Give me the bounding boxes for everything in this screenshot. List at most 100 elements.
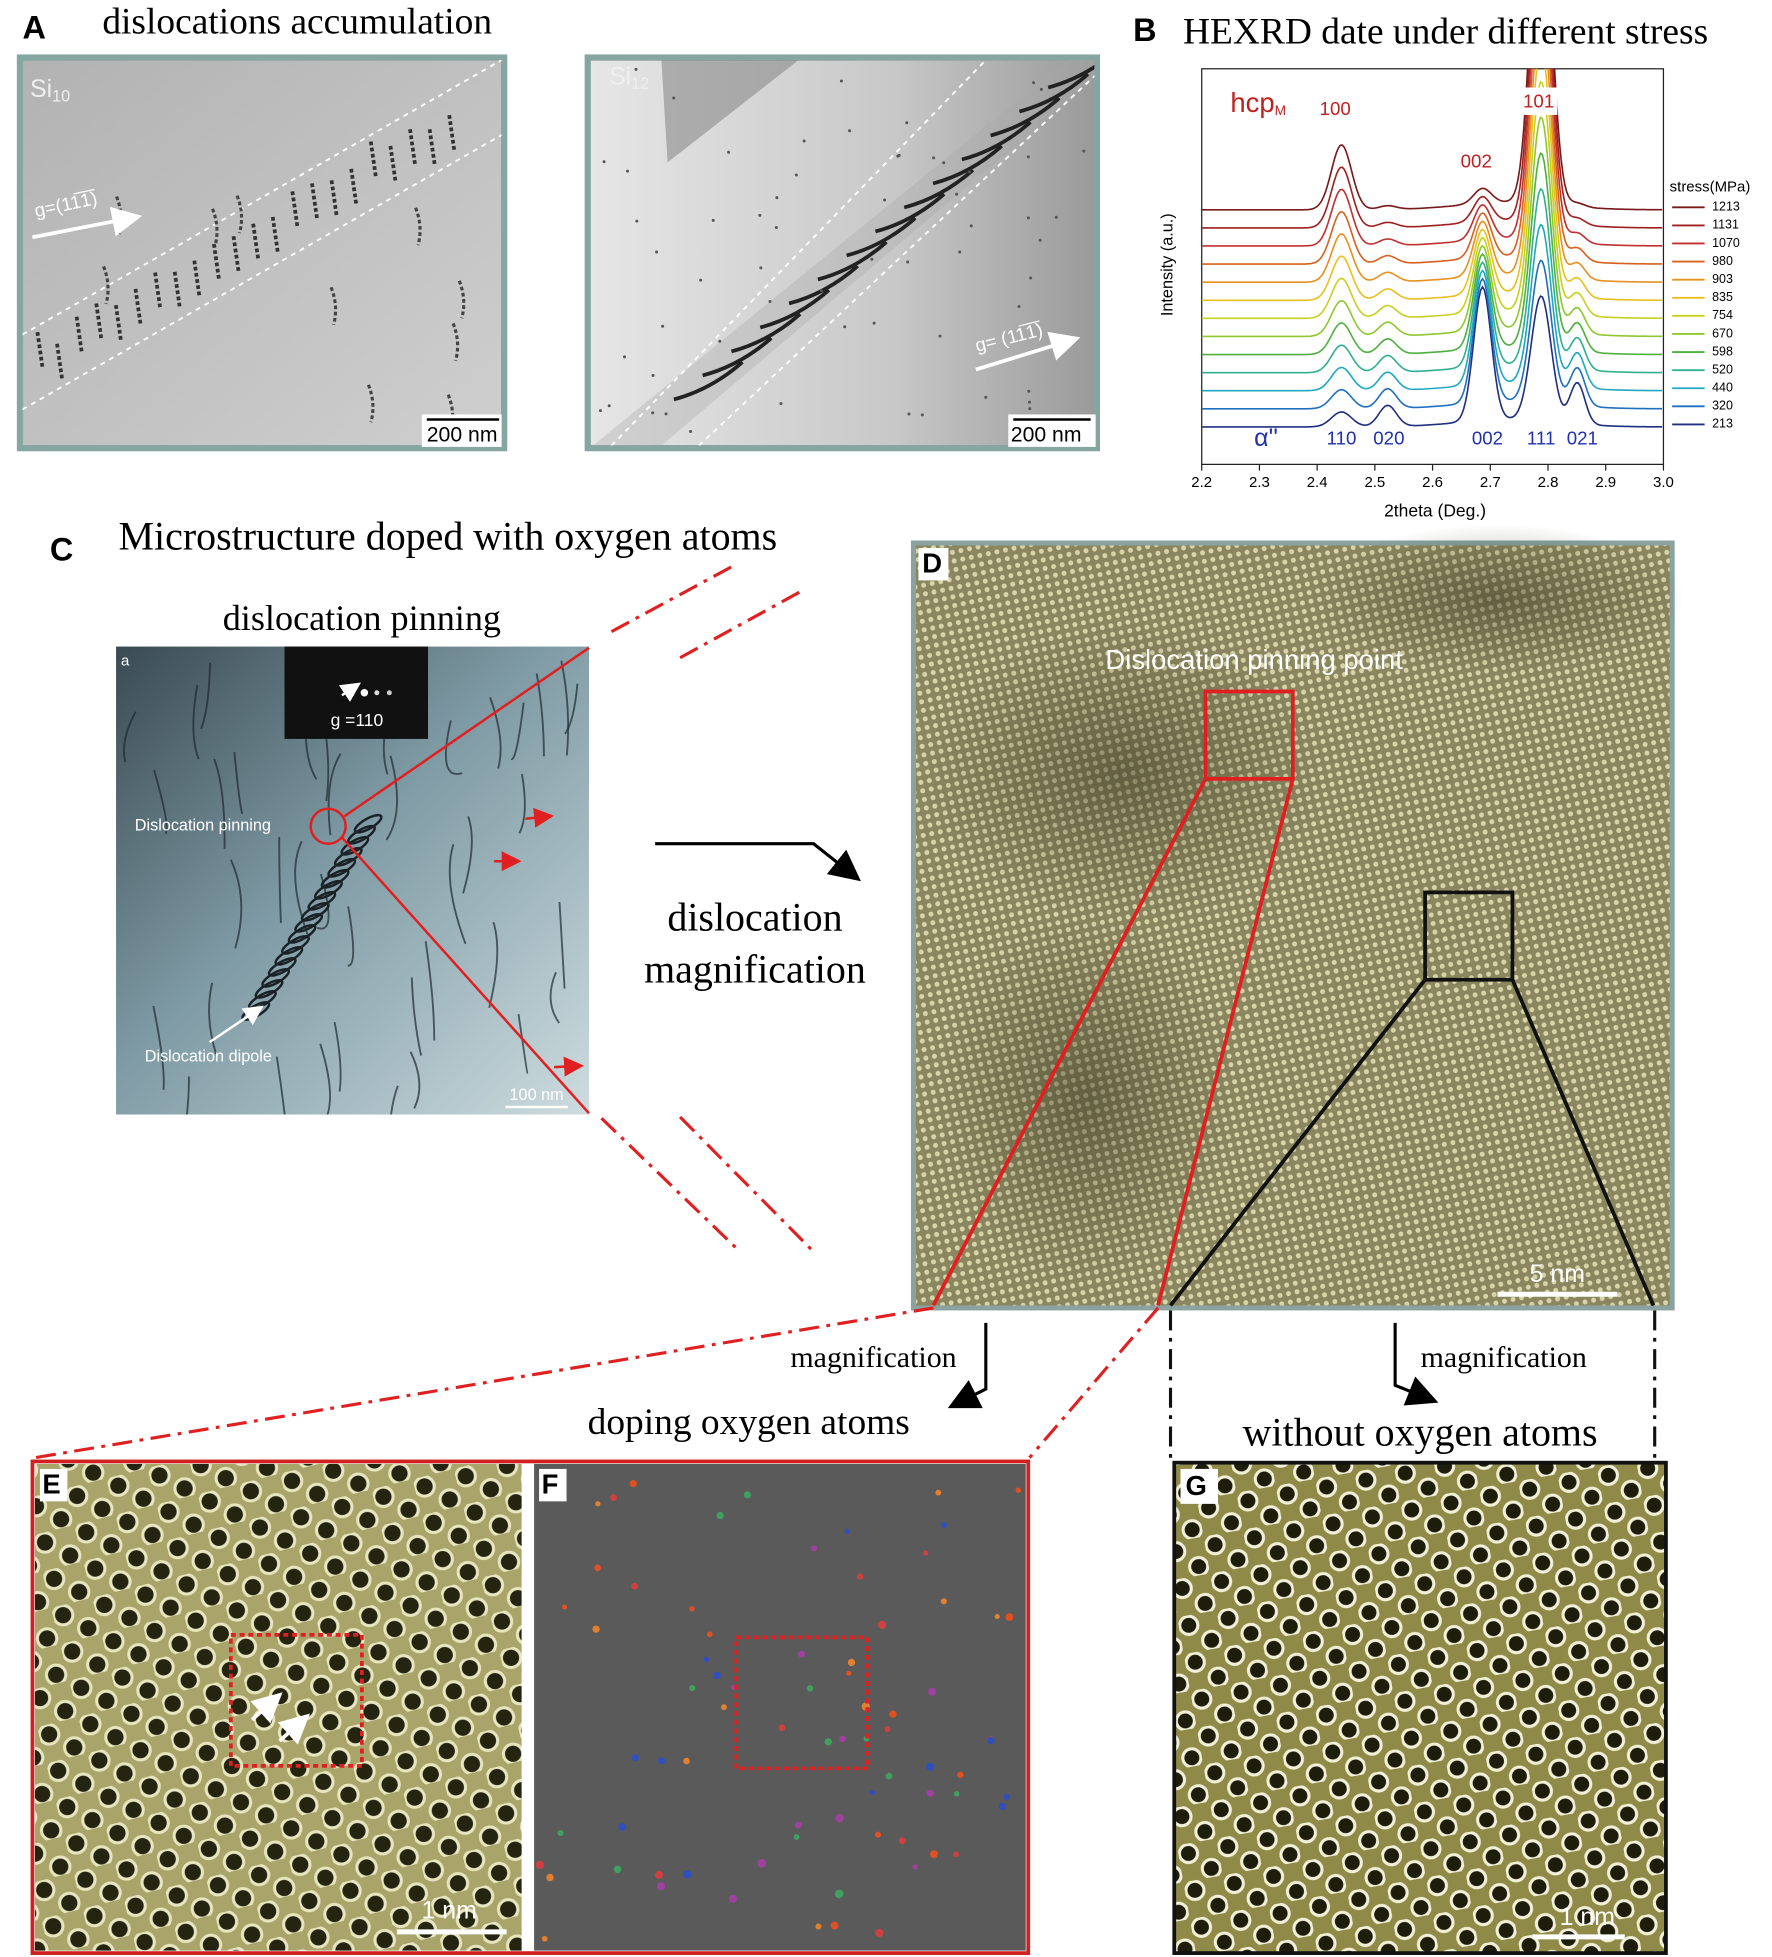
atom-dot	[935, 1489, 942, 1496]
panel-d: D Dislocation pinning point 5 nm	[910, 524, 1685, 1311]
atom-dot	[815, 1923, 822, 1930]
atom-dot	[953, 1791, 960, 1797]
legend-label: 670	[1712, 326, 1733, 340]
speck	[969, 224, 973, 228]
dislocation	[1047, 64, 1095, 90]
arrow	[947, 1322, 988, 1409]
dipole-loop	[340, 835, 370, 856]
dislocation	[233, 751, 244, 815]
wedge	[661, 60, 799, 163]
speck	[1027, 389, 1031, 393]
y-axis-label: Intensity (a.u.)	[1158, 213, 1176, 316]
atom-dot	[683, 1757, 690, 1765]
arrow	[250, 1692, 283, 1724]
xrd-curve	[1201, 152, 1663, 356]
atom-dot	[877, 1620, 887, 1629]
scale-label: 1 nm	[422, 1897, 477, 1925]
atom-dot	[655, 1871, 664, 1880]
dislocation	[329, 286, 338, 326]
dislocation	[457, 280, 466, 319]
atom-dot	[1015, 1487, 1021, 1493]
speck	[907, 412, 911, 416]
x-tick-label: 2.2	[1191, 474, 1212, 491]
shading	[923, 624, 1323, 924]
speck	[672, 96, 676, 100]
alpha-peaks: 110 020 002 111 021	[1327, 427, 1598, 448]
speck	[955, 192, 959, 196]
panel-label: E	[42, 1469, 60, 1500]
label-box	[1519, 87, 1558, 115]
dislocation	[409, 1051, 421, 1109]
speck	[711, 218, 715, 222]
xrd-curve	[1201, 80, 1663, 320]
speck	[1017, 305, 1021, 309]
atom-dot	[631, 1582, 638, 1590]
atom-dot	[546, 1873, 554, 1882]
scale-label: 1 nm	[1560, 1903, 1615, 1931]
atom-dot	[683, 1870, 692, 1879]
speck	[938, 334, 942, 338]
atom-dot	[557, 1829, 564, 1837]
atom-dot	[874, 1831, 881, 1838]
dislocation	[333, 1022, 342, 1092]
xrd-curve	[1201, 68, 1663, 211]
atom-dot	[835, 1813, 844, 1823]
dipole-loop	[307, 890, 337, 911]
dislocation	[846, 216, 917, 258]
pin-circle	[309, 807, 347, 845]
atom-dot	[721, 1704, 727, 1711]
dislocation	[730, 312, 802, 354]
xrd-curve	[1201, 68, 1663, 283]
tem-image	[16, 54, 508, 452]
atom-dot	[706, 1631, 713, 1638]
speck	[843, 325, 847, 329]
dislocation	[518, 773, 526, 834]
zoom-box	[1423, 890, 1515, 982]
peak-label: 111	[1527, 427, 1555, 448]
atom-dot	[940, 1598, 947, 1605]
dislocation	[817, 240, 888, 282]
zoom-line	[931, 777, 1208, 1307]
guide-line	[1028, 1306, 1160, 1459]
dipole-loop	[261, 968, 291, 988]
atom-dot	[594, 1564, 601, 1572]
dislocation	[560, 660, 570, 756]
atom-dot	[592, 1625, 600, 1633]
g-arrow	[975, 331, 1081, 372]
hrtem-image	[1172, 1460, 1668, 1955]
legend-label: 598	[1712, 344, 1733, 358]
speck	[759, 266, 763, 270]
phase-label: α''	[1254, 424, 1278, 452]
peak-label: 002	[1472, 427, 1503, 448]
dislocation	[192, 684, 200, 760]
spot	[386, 690, 392, 696]
panel-label: F	[542, 1469, 559, 1500]
speck	[1038, 238, 1042, 242]
xrd-curve	[1201, 259, 1663, 410]
dipole-loop	[320, 868, 350, 889]
subtitle: dislocation pinning	[223, 598, 501, 638]
atom-dot	[1003, 1794, 1010, 1801]
atom-dot	[884, 1726, 891, 1733]
speck	[651, 373, 655, 377]
x-tick-label: 2.8	[1538, 474, 1559, 491]
atom-dot	[811, 1545, 818, 1552]
scale-label: 200 nm	[427, 423, 498, 446]
atom-dot	[928, 1687, 937, 1696]
xrd-curve	[1201, 68, 1663, 247]
dipole-loop	[254, 979, 284, 999]
scale-label: 200 nm	[1011, 423, 1082, 446]
speck	[699, 278, 703, 282]
dislocation	[462, 816, 473, 894]
shading	[1310, 524, 1685, 675]
dislocation	[488, 921, 499, 1009]
atom-dot	[689, 1606, 695, 1612]
peak-label: 100	[1320, 98, 1351, 119]
speck	[906, 260, 910, 264]
guide-line	[679, 587, 806, 660]
speck	[758, 213, 762, 217]
peak-label: 101	[1523, 90, 1554, 111]
x-tick-label: 2.6	[1422, 474, 1443, 491]
